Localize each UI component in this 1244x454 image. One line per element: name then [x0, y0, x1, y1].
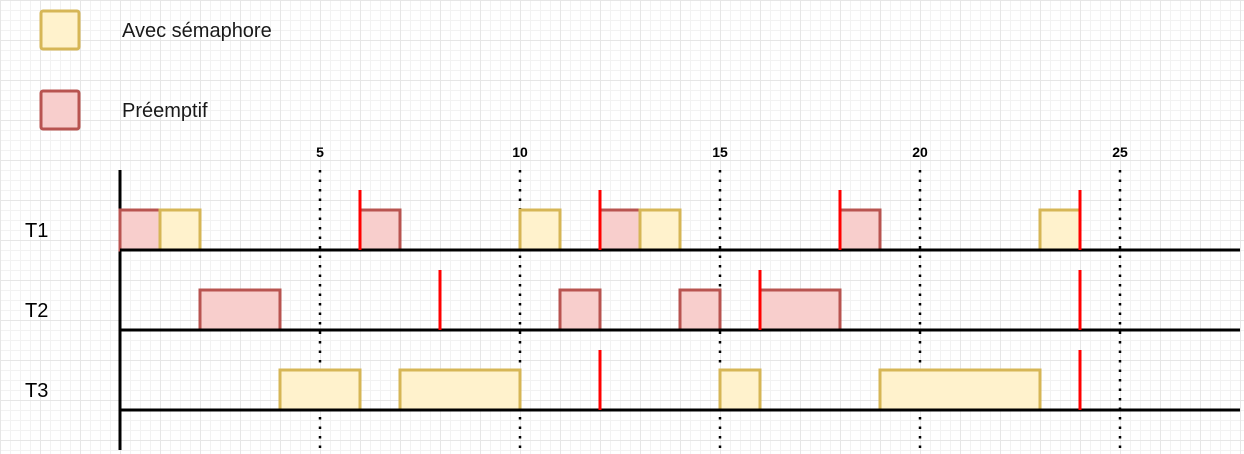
execution-block-preemptive [598, 208, 642, 252]
task-label: T3 [25, 380, 48, 402]
tick-label-5: 5 [316, 144, 324, 160]
time-ticks: 5 10 15 20 25 [316, 144, 1128, 452]
legend-swatch-semaphore [39, 9, 81, 51]
tick-label-15: 15 [712, 144, 728, 160]
execution-block-preemptive [838, 208, 882, 252]
execution-block-preemptive [678, 288, 722, 332]
task-row-T1: T1 [25, 190, 1240, 252]
execution-block-preemptive [198, 288, 282, 332]
execution-block-semaphore [158, 208, 202, 252]
execution-block-preemptive [758, 288, 842, 332]
task-row-T2: T2 [25, 270, 1240, 332]
legend-swatch-preemptive [39, 89, 81, 131]
task-label: T2 [25, 300, 48, 322]
execution-block-semaphore [718, 368, 762, 412]
execution-block-semaphore [278, 368, 362, 412]
legend: Avec sémaphore Préemptif [39, 9, 272, 131]
task-row-T3: T3 [25, 350, 1240, 412]
legend-label-preemptive: Préemptif [122, 100, 208, 122]
execution-block-semaphore [878, 368, 1042, 412]
execution-block-preemptive [558, 288, 602, 332]
task-rows: T1 T2 T3 [25, 190, 1240, 412]
task-label: T1 [25, 220, 48, 242]
execution-block-semaphore [518, 208, 562, 252]
execution-block-semaphore [638, 208, 682, 252]
legend-label-semaphore: Avec sémaphore [122, 20, 272, 42]
tick-label-25: 25 [1112, 144, 1128, 160]
tick-label-20: 20 [912, 144, 928, 160]
execution-block-preemptive [358, 208, 402, 252]
execution-block-semaphore [1038, 208, 1082, 252]
execution-block-preemptive [118, 208, 162, 252]
execution-block-semaphore [398, 368, 522, 412]
tick-label-10: 10 [512, 144, 528, 160]
